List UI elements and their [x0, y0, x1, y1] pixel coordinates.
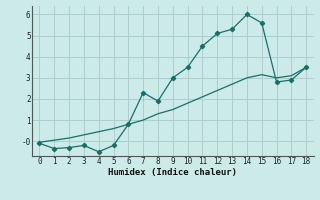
X-axis label: Humidex (Indice chaleur): Humidex (Indice chaleur): [108, 168, 237, 177]
